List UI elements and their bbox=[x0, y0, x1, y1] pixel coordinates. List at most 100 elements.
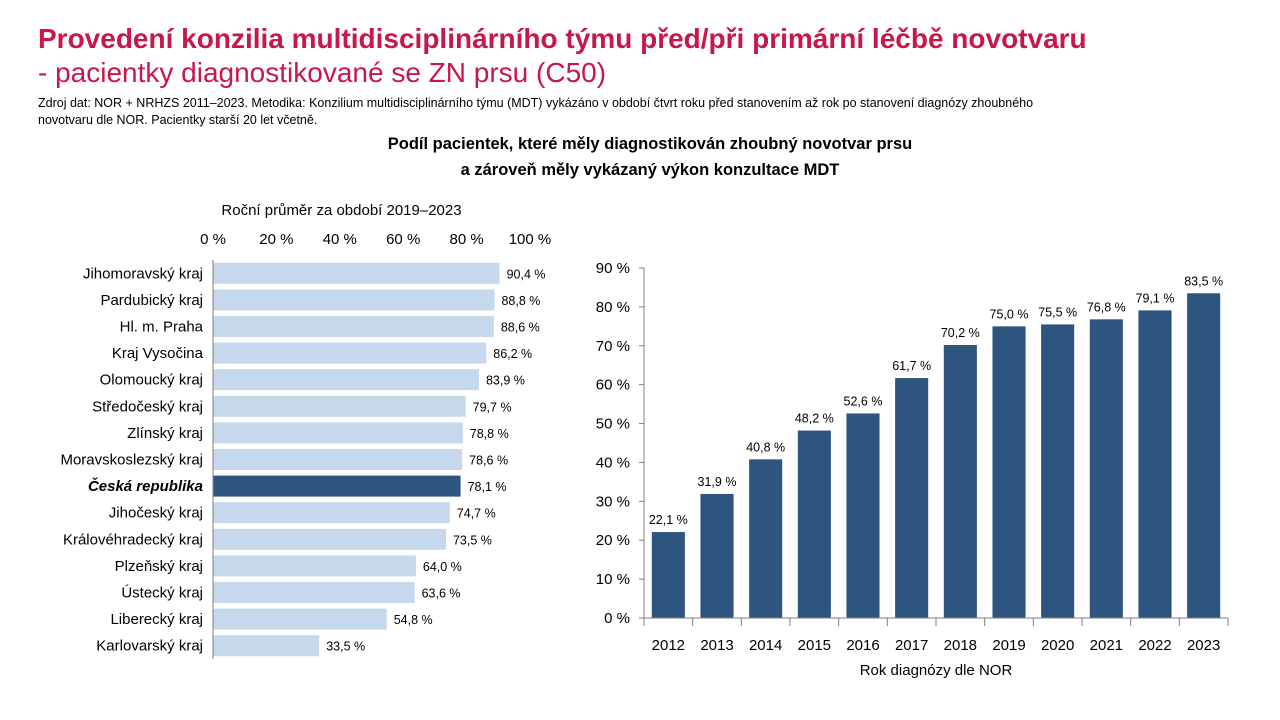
bar bbox=[213, 289, 495, 311]
bar bbox=[749, 459, 783, 618]
data-source-note: Zdroj dat: NOR + NRHZS 2011–2023. Metodi… bbox=[38, 95, 1218, 129]
category-label: Olomoucký kraj bbox=[100, 372, 203, 389]
x-tick-label: 2015 bbox=[798, 637, 831, 654]
bar bbox=[213, 555, 416, 577]
category-label: Kraj Vysočina bbox=[112, 345, 204, 362]
bar bbox=[213, 635, 320, 657]
bar bbox=[895, 378, 929, 618]
data-label: 79,7 % bbox=[473, 400, 512, 414]
bar bbox=[213, 262, 500, 284]
bar bbox=[1041, 324, 1075, 618]
bar bbox=[213, 502, 450, 524]
subtitle-line-2: a zároveň měly vykázaný výkon konzultace… bbox=[460, 161, 840, 179]
x-tick-label: 2016 bbox=[846, 637, 879, 654]
data-label: 63,6 % bbox=[422, 587, 461, 601]
y-tick-label: 90 % bbox=[596, 260, 630, 277]
bar bbox=[213, 342, 487, 364]
data-label: 79,1 % bbox=[1136, 291, 1175, 305]
x-tick-label: 2023 bbox=[1187, 637, 1220, 654]
category-label: Jihomoravský kraj bbox=[83, 265, 203, 282]
yearly-bar-chart: 0 % 10 % 20 % 30 % 40 % 50 % 60 % 70 % 80 % 90 % 2… bbox=[596, 260, 1229, 679]
y-tick-label: 20 % bbox=[596, 532, 630, 549]
data-label: 76,8 % bbox=[1087, 300, 1126, 314]
data-label: 61,7 % bbox=[892, 359, 931, 373]
data-label: 40,8 % bbox=[746, 440, 785, 454]
chart-subtitle: Podíl pacientek, které měly diagnostikov… bbox=[250, 131, 1050, 183]
data-label: 33,5 % bbox=[326, 640, 365, 654]
bar bbox=[213, 369, 479, 391]
category-label: Moravskoslezský kraj bbox=[60, 452, 203, 469]
bar bbox=[1138, 310, 1172, 618]
data-label: 88,8 % bbox=[501, 294, 540, 308]
x-tick-label: 2018 bbox=[944, 637, 977, 654]
x-tick-label: 2017 bbox=[895, 637, 928, 654]
bar bbox=[213, 528, 446, 550]
x-tick-label: 100 % bbox=[509, 231, 552, 248]
x-tick-label: 2014 bbox=[749, 637, 782, 654]
bar bbox=[213, 608, 387, 630]
source-line-2: novotvaru dle NOR. Pacientky starší 20 l… bbox=[38, 113, 318, 127]
data-label: 31,9 % bbox=[698, 475, 737, 489]
category-label: Hl. m. Praha bbox=[120, 319, 204, 336]
data-label: 78,1 % bbox=[468, 480, 507, 494]
data-label: 52,6 % bbox=[844, 394, 883, 408]
bar bbox=[213, 422, 463, 444]
category-label: Liberecký kraj bbox=[110, 611, 203, 628]
x-tick-label: 2012 bbox=[652, 637, 685, 654]
data-label: 86,2 % bbox=[493, 347, 532, 361]
data-label: 74,7 % bbox=[457, 507, 496, 521]
category-label: Pardubický kraj bbox=[100, 292, 203, 309]
y-tick-label: 10 % bbox=[596, 571, 630, 588]
bar bbox=[213, 395, 466, 417]
data-label: 78,6 % bbox=[469, 454, 508, 468]
data-label: 48,2 % bbox=[795, 412, 834, 426]
bar bbox=[651, 532, 685, 618]
data-label: 75,0 % bbox=[990, 307, 1029, 321]
category-label: Středočeský kraj bbox=[92, 398, 203, 415]
y-tick-label: 60 % bbox=[596, 377, 630, 394]
data-label: 88,6 % bbox=[501, 321, 540, 335]
data-label: 70,2 % bbox=[941, 326, 980, 340]
x-tick-label: 2022 bbox=[1138, 637, 1171, 654]
x-tick-label: 2020 bbox=[1041, 637, 1074, 654]
category-label: Plzeňský kraj bbox=[115, 558, 203, 575]
y-tick-label: 0 % bbox=[604, 610, 630, 627]
chart-title: Roční průměr za období 2019–2023 bbox=[221, 202, 461, 219]
x-tick-label: 0 % bbox=[200, 231, 226, 248]
data-label: 64,0 % bbox=[423, 560, 462, 574]
x-tick-label: 2021 bbox=[1090, 637, 1123, 654]
x-tick-label: 20 % bbox=[259, 231, 293, 248]
subtitle-line-1: Podíl pacientek, které měly diagnostikov… bbox=[387, 135, 913, 153]
bar bbox=[700, 493, 734, 618]
y-tick-label: 50 % bbox=[596, 416, 630, 433]
bar bbox=[943, 345, 977, 618]
x-tick-label: 60 % bbox=[386, 231, 420, 248]
data-label: 78,8 % bbox=[470, 427, 509, 441]
category-label: Karlovarský kraj bbox=[96, 638, 203, 655]
bar bbox=[1187, 293, 1221, 618]
data-label: 54,8 % bbox=[394, 613, 433, 627]
data-label: 90,4 % bbox=[507, 267, 546, 281]
x-tick-label: 80 % bbox=[449, 231, 483, 248]
source-line-1: Zdroj dat: NOR + NRHZS 2011–2023. Metodi… bbox=[38, 96, 1034, 110]
bar bbox=[1089, 319, 1123, 618]
data-label: 73,5 % bbox=[453, 533, 492, 547]
x-tick-label: 40 % bbox=[323, 231, 357, 248]
y-tick-label: 40 % bbox=[596, 454, 630, 471]
category-label: Ústecký kraj bbox=[121, 585, 203, 602]
y-tick-label: 70 % bbox=[596, 338, 630, 355]
x-axis-title: Rok diagnózy dle NOR bbox=[860, 662, 1013, 679]
data-label: 83,9 % bbox=[486, 374, 525, 388]
category-label: Královéhradecký kraj bbox=[63, 531, 203, 548]
bar bbox=[846, 413, 880, 618]
category-label: Česká republika bbox=[88, 477, 203, 495]
data-label: 83,5 % bbox=[1184, 274, 1223, 288]
bar bbox=[992, 326, 1026, 618]
category-label: Jihočeský kraj bbox=[109, 505, 203, 522]
regional-bar-chart: Roční průměr za období 2019–2023 0 % 20 % 4… bbox=[60, 202, 552, 659]
bar bbox=[797, 430, 831, 618]
x-tick-label: 2013 bbox=[700, 637, 733, 654]
bar bbox=[213, 582, 415, 603]
y-tick-label: 80 % bbox=[596, 299, 630, 316]
bar bbox=[213, 449, 463, 470]
